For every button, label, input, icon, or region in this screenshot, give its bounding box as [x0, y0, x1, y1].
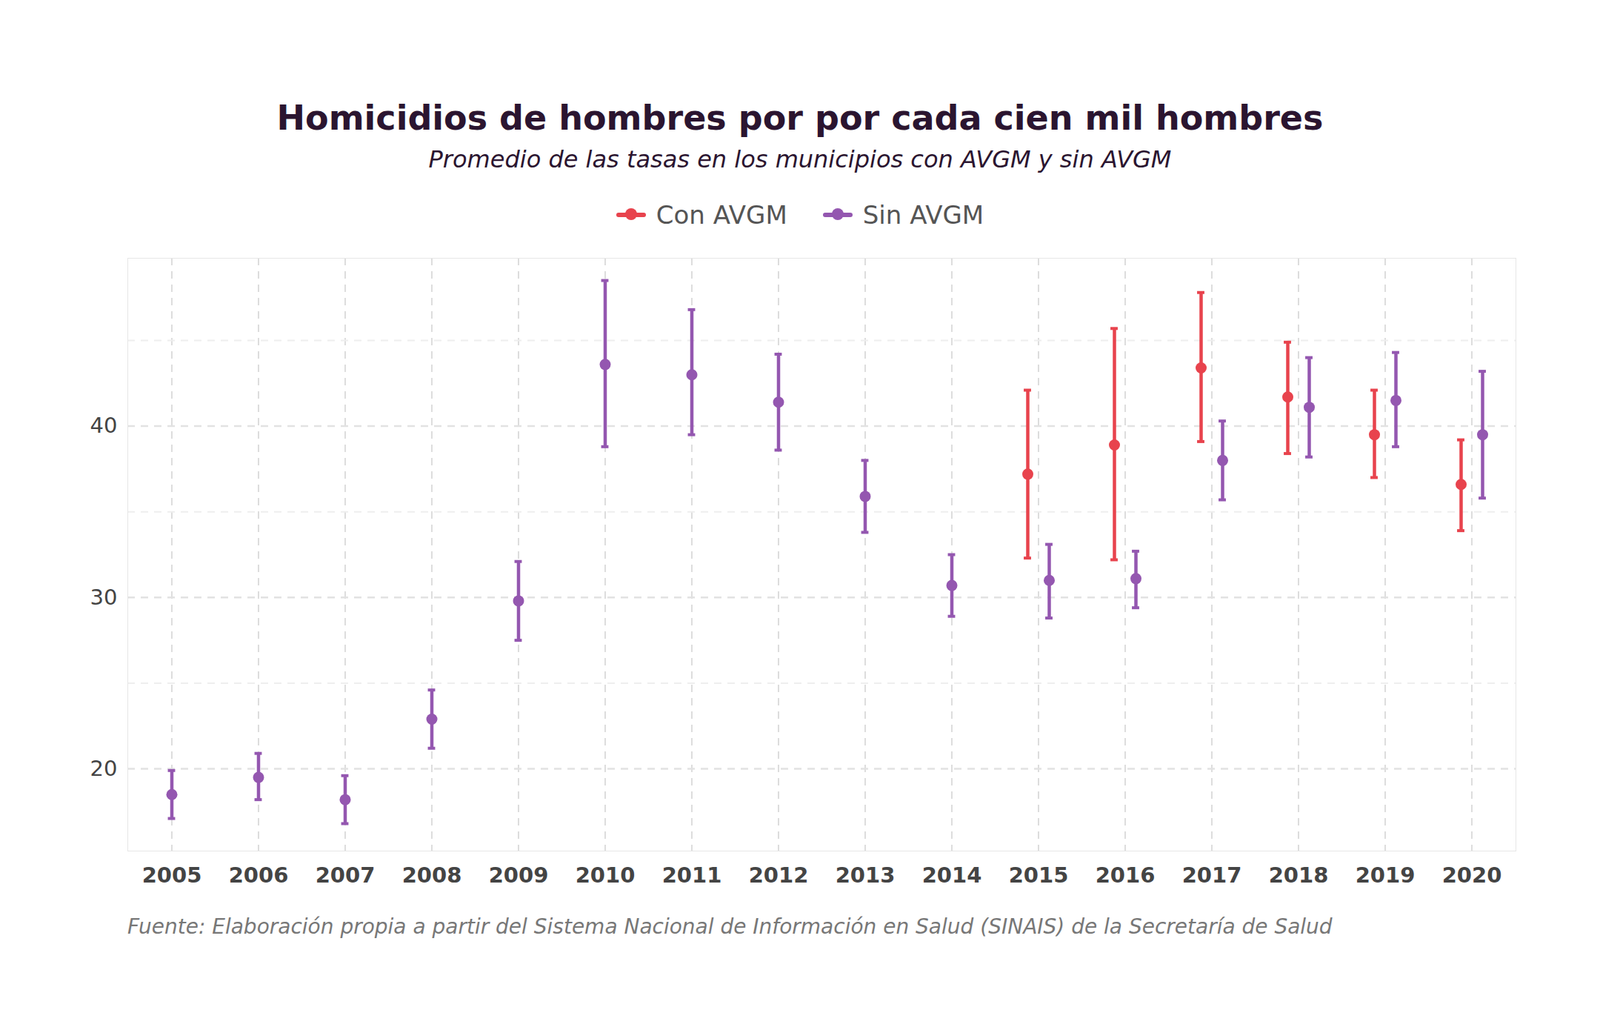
- svg-text:40: 40: [90, 412, 118, 438]
- svg-text:2005: 2005: [142, 862, 203, 888]
- html-text:Con AVGM: Con AVGM: [656, 200, 788, 230]
- html-text:Sin AVGM: Sin AVGM: [862, 200, 984, 230]
- svg-text:2012: 2012: [748, 862, 809, 888]
- svg-text:20: 20: [90, 755, 118, 781]
- svg-text:30: 30: [90, 584, 118, 610]
- html-text:Promedio de las tasas en los m: Promedio de las tasas en los municipios …: [428, 145, 1172, 174]
- svg-text:2013: 2013: [835, 862, 896, 888]
- svg-text:2006: 2006: [228, 862, 289, 888]
- svg-text:2019: 2019: [1355, 862, 1416, 888]
- svg-text:2016: 2016: [1095, 862, 1156, 888]
- svg-text:2007: 2007: [315, 862, 376, 888]
- svg-text:2010: 2010: [575, 862, 636, 888]
- svg-text:2018: 2018: [1268, 862, 1329, 888]
- html-text:Homicidios de hombres por por: Homicidios de hombres por por cada cien …: [276, 97, 1324, 138]
- svg-text:2011: 2011: [662, 862, 723, 888]
- html-text:Fuente: Elaboración propia a p: Fuente: Elaboración propia a partir del …: [127, 914, 1333, 939]
- svg-text:2014: 2014: [922, 862, 983, 888]
- svg-text:2015: 2015: [1008, 862, 1069, 888]
- svg-text:2008: 2008: [402, 862, 463, 888]
- svg-text:2009: 2009: [488, 862, 549, 888]
- svg-text:2017: 2017: [1182, 862, 1243, 888]
- svg-text:2020: 2020: [1442, 862, 1503, 888]
